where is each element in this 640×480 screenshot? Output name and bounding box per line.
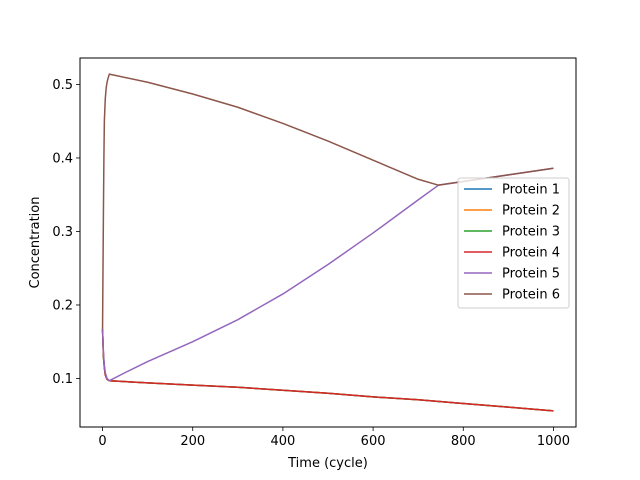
y-tick-label: 0.2 xyxy=(52,298,73,313)
y-tick-label: 0.3 xyxy=(52,225,73,240)
x-tick-label: 600 xyxy=(361,434,386,449)
x-tick-label: 1000 xyxy=(537,434,570,449)
plot-frame xyxy=(79,57,577,428)
y-tick-label: 0.4 xyxy=(52,151,73,166)
legend-label-protein-4: Protein 4 xyxy=(502,246,560,261)
x-tick-label: 400 xyxy=(270,434,295,449)
x-axis: 0 200 400 600 800 1000 xyxy=(98,427,570,449)
x-tick-label: 200 xyxy=(180,434,205,449)
plot-lines xyxy=(101,73,554,412)
x-axis-label: Time (cycle) xyxy=(287,456,368,471)
x-tick-label: 800 xyxy=(451,434,476,449)
legend-label-protein-5: Protein 5 xyxy=(502,267,560,282)
x-tick-label: 0 xyxy=(98,434,106,449)
legend-label-protein-1: Protein 1 xyxy=(502,183,560,198)
y-tick-label: 0.5 xyxy=(52,78,73,93)
legend-label-protein-2: Protein 2 xyxy=(502,204,560,219)
legend-label-protein-3: Protein 3 xyxy=(502,225,560,240)
series-line-protein-6 xyxy=(101,73,554,330)
legend: Protein 1 Protein 2 Protein 3 Protein 4 Prot… xyxy=(457,177,570,309)
y-axis-label: Concentration xyxy=(28,197,43,289)
y-tick-label: 0.1 xyxy=(52,372,73,387)
legend-label-protein-6: Protein 6 xyxy=(502,288,560,303)
y-axis: 0.1 0.2 0.3 0.4 0.5 xyxy=(52,78,80,387)
